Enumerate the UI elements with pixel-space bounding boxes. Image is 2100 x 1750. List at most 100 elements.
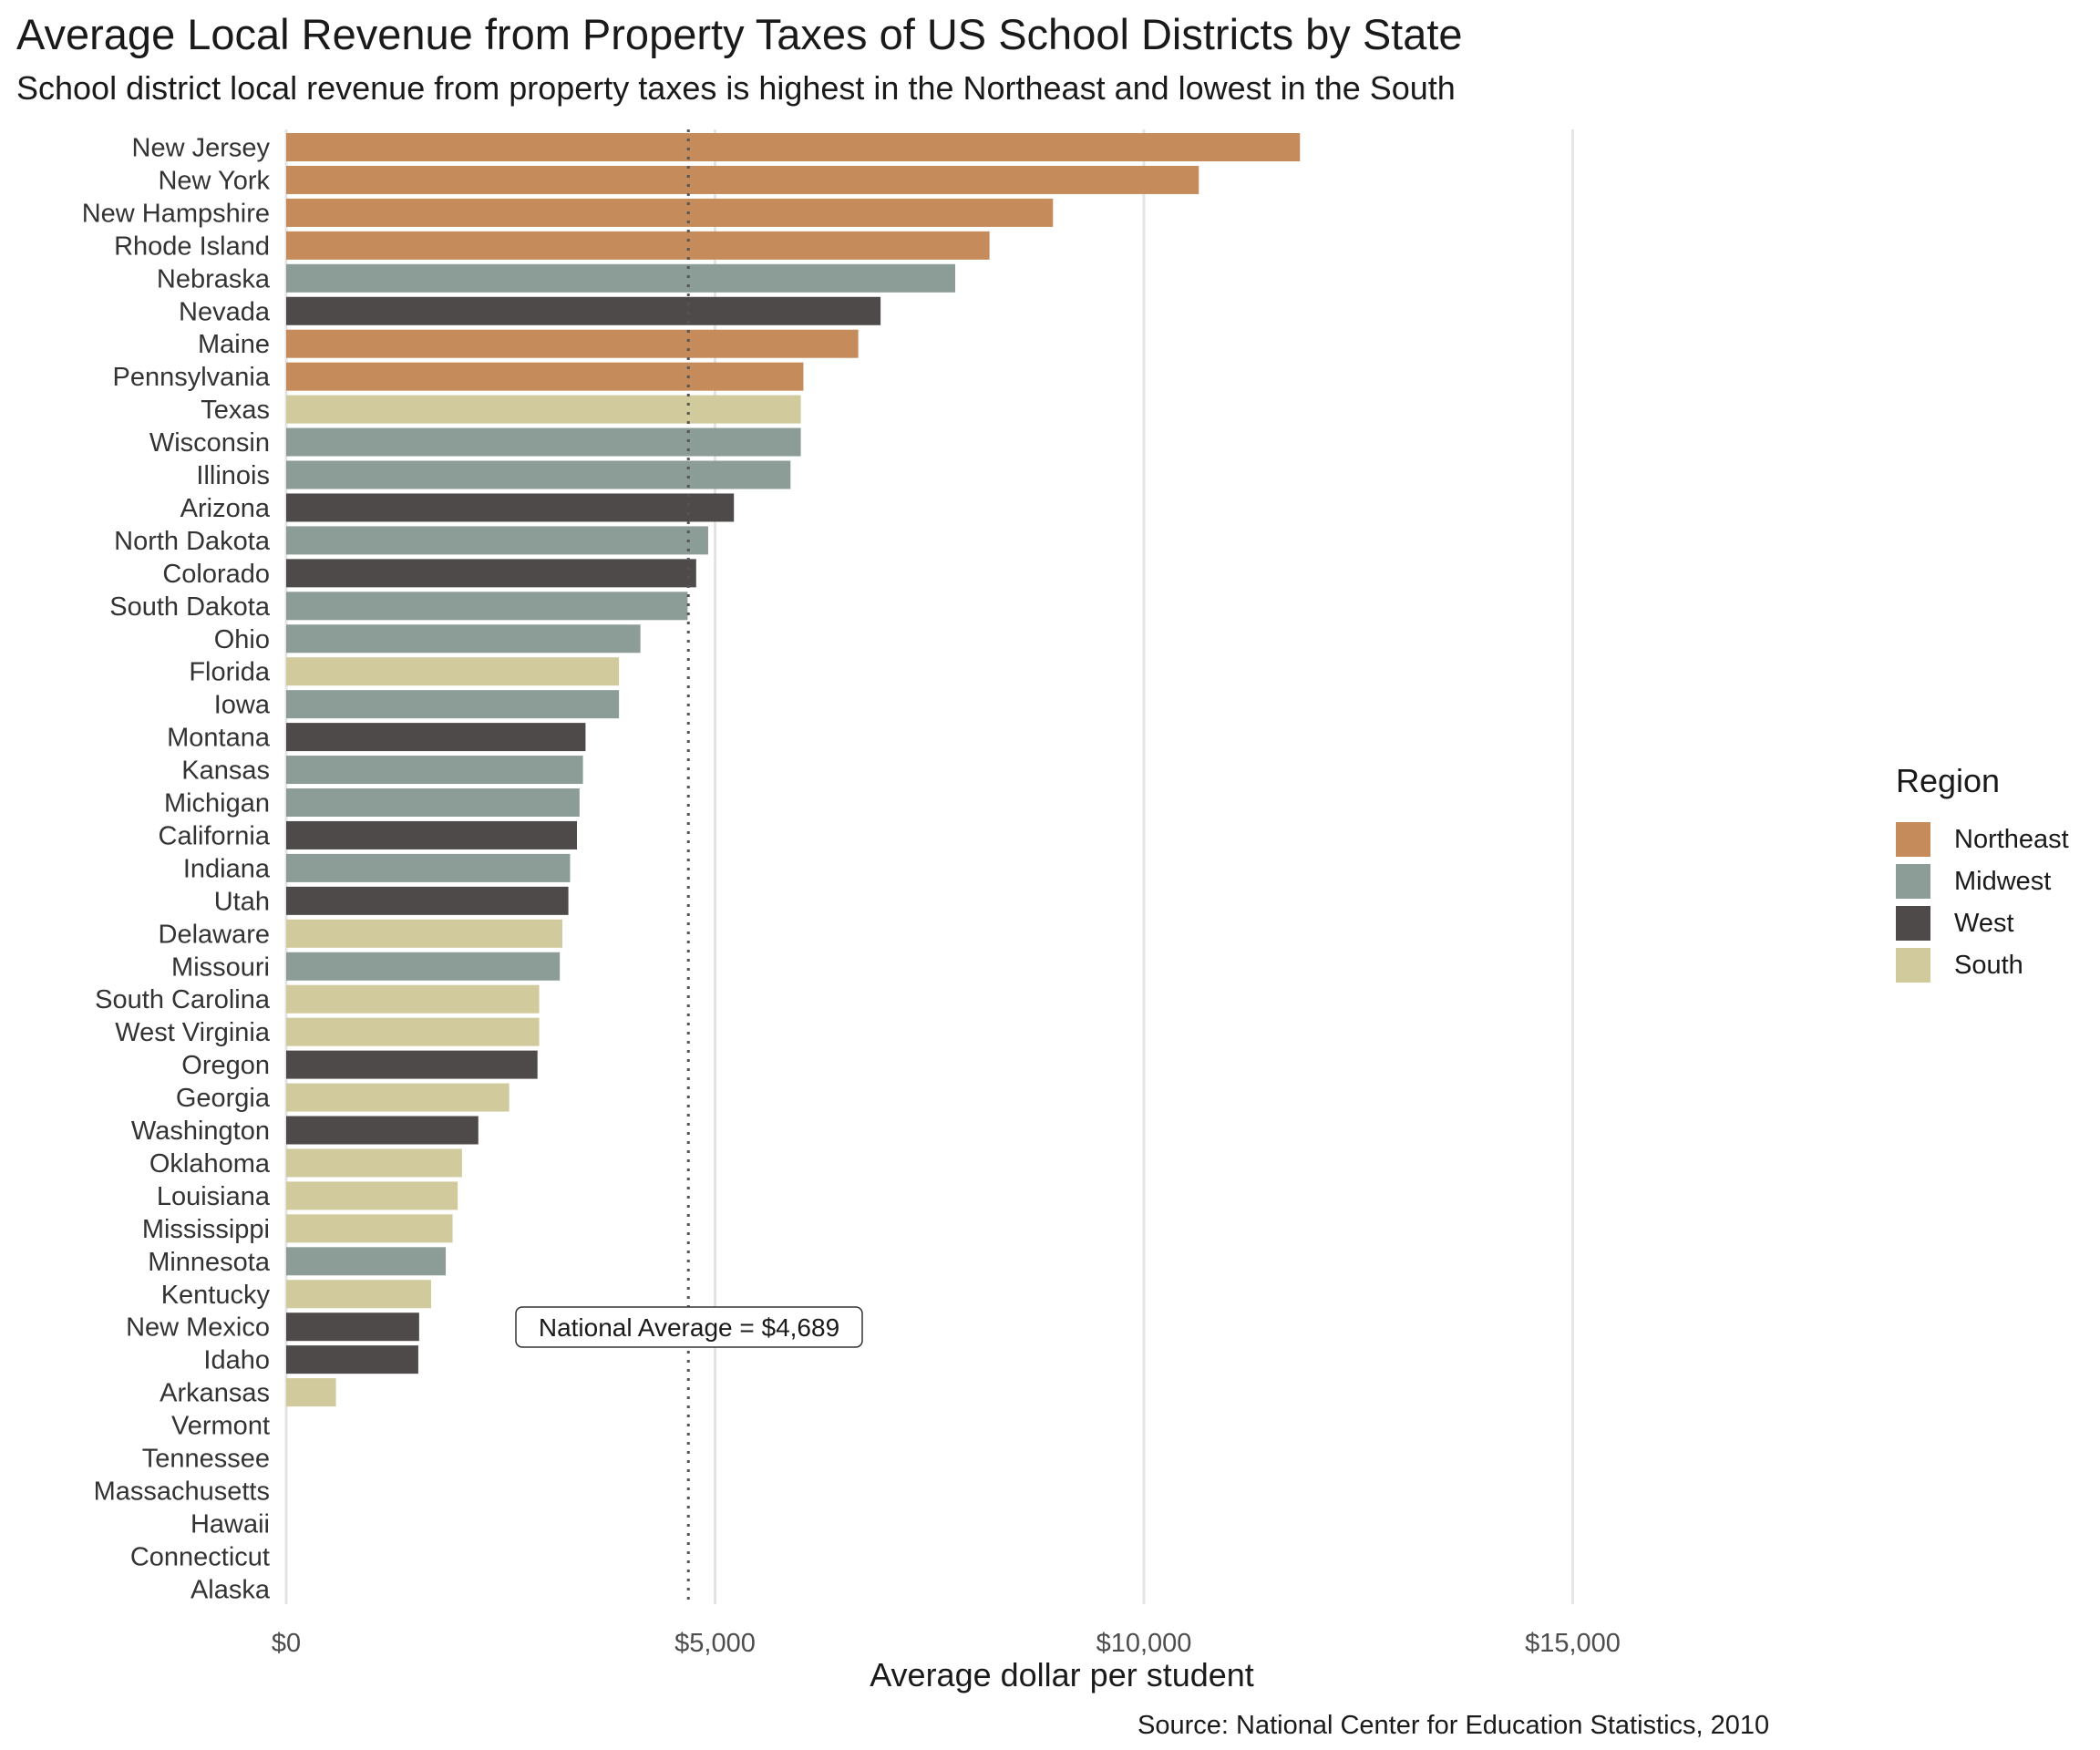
y-tick-label: New Mexico <box>126 1313 270 1343</box>
x-tick-labels: $0 $5,000 $10,000 $15,000 <box>272 1629 1621 1658</box>
x-tick-label: $10,000 <box>1096 1629 1192 1658</box>
legend: Region Northeast Midwest West South <box>1896 762 2069 986</box>
y-tick-label: West Virginia <box>115 1018 271 1047</box>
chart-caption: Source: National Center for Education St… <box>1138 1711 1770 1740</box>
bar-kansas <box>286 756 583 785</box>
national-average-label-box <box>515 1306 863 1348</box>
legend-item-northeast: Northeast <box>1896 818 2069 860</box>
chart-subtitle: School district local revenue from prope… <box>16 69 1456 107</box>
y-tick-label: Pennsylvania <box>113 363 271 392</box>
legend-label: South <box>1954 950 2023 980</box>
bar-nevada <box>286 296 881 325</box>
y-tick-label: Illinois <box>196 461 270 490</box>
legend-label: West <box>1954 908 2014 938</box>
legend-swatch <box>1896 864 1930 899</box>
y-tick-label: Montana <box>167 724 271 753</box>
bar-georgia <box>286 1083 510 1112</box>
bar-rhode-island <box>286 231 990 260</box>
x-axis-title: Average dollar per student <box>870 1656 1254 1693</box>
bar-delaware <box>286 919 563 948</box>
y-tick-label: Missouri <box>171 952 270 982</box>
y-tick-label: Indiana <box>183 854 271 883</box>
y-tick-label: Arkansas <box>160 1379 270 1408</box>
bar-iowa <box>286 690 620 719</box>
bar-texas <box>286 395 801 424</box>
y-tick-label: Oregon <box>181 1051 270 1080</box>
bar-montana <box>286 723 586 752</box>
chart-title: Average Local Revenue from Property Taxe… <box>16 10 1463 58</box>
legend-item-south: South <box>1896 944 2069 986</box>
legend-item-midwest: Midwest <box>1896 860 2069 902</box>
y-tick-label: South Carolina <box>95 985 271 1014</box>
y-tick-label: Tennessee <box>142 1445 270 1474</box>
y-tick-label: Florida <box>189 658 271 687</box>
bar-wisconsin <box>286 427 801 457</box>
bar-kentucky <box>286 1280 432 1309</box>
bar-maine <box>286 329 859 358</box>
y-tick-label: Kentucky <box>161 1281 271 1310</box>
bar-california <box>286 820 577 849</box>
bar-oregon <box>286 1050 538 1079</box>
reference-line-group: National Average = $4,689 <box>515 129 863 1604</box>
bar-colorado <box>286 559 696 588</box>
legend-items: Northeast Midwest West South <box>1896 818 2069 986</box>
y-tick-label: Ohio <box>214 625 270 654</box>
legend-swatch <box>1896 822 1930 857</box>
bars <box>286 133 1301 1407</box>
y-tick-label: Alaska <box>190 1575 271 1604</box>
bar-mississippi <box>286 1214 453 1243</box>
bar-arizona <box>286 493 735 522</box>
legend-swatch <box>1896 906 1930 941</box>
bar-new-mexico <box>286 1312 419 1342</box>
y-tick-label: Texas <box>201 396 270 425</box>
y-tick-labels: New Jersey New York New Hampshire Rhode Isl… <box>82 134 271 1605</box>
bar-new-hampshire <box>286 198 1054 227</box>
y-tick-label: South Dakota <box>109 592 271 622</box>
y-tick-label: New Jersey <box>132 134 271 163</box>
y-tick-label: Oklahoma <box>149 1149 271 1179</box>
x-tick-label: $15,000 <box>1525 1629 1621 1658</box>
legend-label: Midwest <box>1954 866 2052 896</box>
y-tick-label: Delaware <box>159 920 271 949</box>
bar-oklahoma <box>286 1148 462 1178</box>
national-average-label: National Average = $4,689 <box>539 1313 839 1342</box>
bar-utah <box>286 886 569 915</box>
y-tick-label: Connecticut <box>130 1542 270 1571</box>
y-tick-label: Georgia <box>176 1084 271 1113</box>
y-tick-label: Wisconsin <box>149 428 270 458</box>
y-tick-label: Vermont <box>171 1412 270 1441</box>
y-tick-label: Washington <box>131 1117 270 1146</box>
y-tick-label: North Dakota <box>114 527 271 556</box>
y-tick-label: California <box>159 821 271 850</box>
y-tick-label: Idaho <box>203 1346 270 1375</box>
bar-minnesota <box>286 1247 447 1276</box>
bar-idaho <box>286 1345 418 1374</box>
bar-michigan <box>286 788 580 817</box>
bar-indiana <box>286 853 571 882</box>
x-tick-label: $0 <box>272 1629 301 1658</box>
bar-washington <box>286 1116 479 1145</box>
bar-ohio <box>286 624 641 654</box>
bar-west-virginia <box>286 1017 540 1046</box>
bar-new-york <box>286 165 1199 194</box>
y-tick-label: Maine <box>198 330 270 359</box>
bar-new-jersey <box>286 133 1301 161</box>
bar-louisiana <box>286 1181 458 1210</box>
y-tick-label: Nevada <box>179 297 271 326</box>
y-tick-label: Colorado <box>162 560 270 589</box>
y-tick-label: Minnesota <box>148 1248 271 1277</box>
bar-missouri <box>286 952 561 981</box>
bar-south-dakota <box>286 592 688 621</box>
y-tick-label: Kansas <box>181 757 270 786</box>
y-tick-label: Nebraska <box>157 264 271 293</box>
y-tick-label: New Hampshire <box>82 199 270 228</box>
y-tick-label: Mississippi <box>142 1215 270 1244</box>
y-tick-label: Utah <box>214 887 270 916</box>
bar-illinois <box>286 460 791 489</box>
legend-title: Region <box>1896 762 2001 799</box>
bar-nebraska <box>286 263 955 293</box>
bar-pennsylvania <box>286 362 804 391</box>
y-tick-label: New York <box>158 166 270 195</box>
y-tick-label: Iowa <box>214 691 271 720</box>
